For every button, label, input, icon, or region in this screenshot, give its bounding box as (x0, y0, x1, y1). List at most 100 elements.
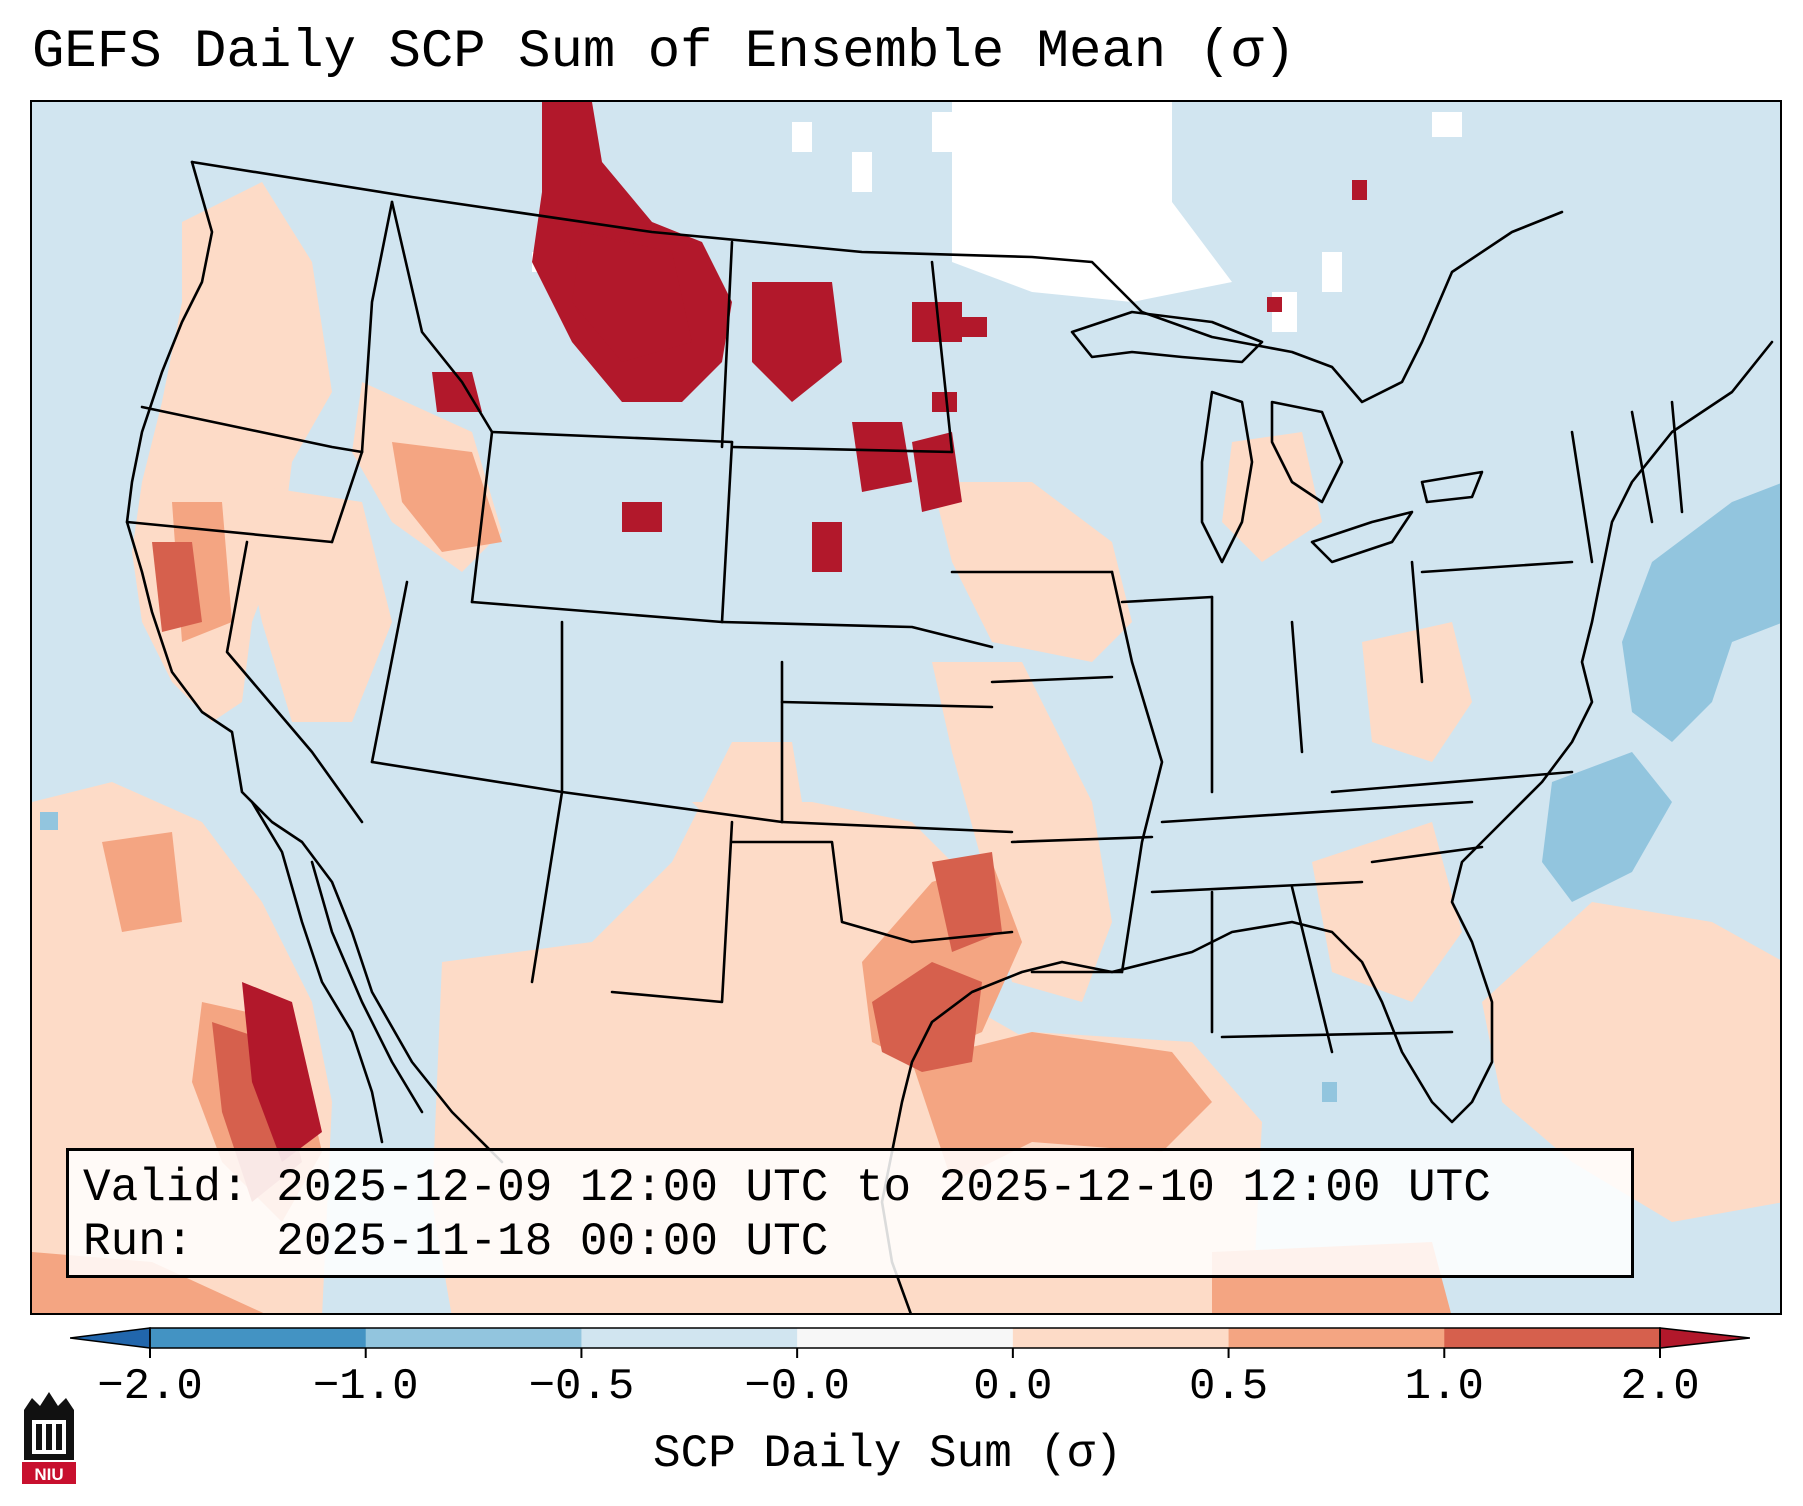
run-label: Run: (83, 1216, 194, 1268)
colorbar-outline (149, 1327, 1661, 1349)
colorbar-bin (1012, 1328, 1230, 1348)
pos-max-sd (852, 422, 912, 492)
state-line-nm-tx (610, 820, 734, 1004)
pos-max-cell (1352, 180, 1367, 200)
state-line-wy-sd (720, 440, 734, 624)
negative-mid-areas (40, 483, 1780, 1102)
map-panel (30, 100, 1782, 1315)
gulf-coastline (890, 340, 1774, 1154)
state-line-mt-wy (490, 430, 734, 444)
pos-max-cell (932, 392, 957, 412)
colorbar-bin (1228, 1328, 1445, 1348)
colorbar-under-arrow (70, 1327, 151, 1349)
state-line-oh-pa (1410, 560, 1424, 684)
colorbar-tick-label: −1.0 (312, 1362, 419, 1412)
pos-high-ok (932, 852, 1002, 952)
gulf-of-california-coast (310, 860, 424, 1114)
colorbar-tick-label: −0.0 (744, 1362, 850, 1412)
state-line-sd-ne (720, 620, 994, 649)
zero-area-cell (1032, 222, 1057, 252)
state-line-nd-mn (930, 260, 954, 454)
state-line-ne-ks (780, 700, 994, 709)
baja-coastline (250, 800, 384, 1144)
state-line-wy-co (470, 600, 724, 624)
pacific-coastline (125, 160, 504, 1164)
scp-map (32, 102, 1780, 1313)
state-line-ia-mo (990, 675, 1114, 684)
valid-run-info-box: Valid: 2025-12-09 12:00 UTC to 2025-12-1… (66, 1148, 1634, 1278)
pos-high-cal (152, 542, 202, 632)
state-line-id-mt (390, 200, 494, 434)
state-line-wa-or (140, 405, 364, 454)
colorbar-bin (581, 1328, 798, 1348)
state-line-ky-tn (1160, 800, 1474, 824)
colorbar-tick-label: 0.5 (1188, 1362, 1269, 1412)
pos-max-minn (912, 302, 962, 342)
zero-area-cell (852, 152, 872, 192)
colorbar-bin (150, 1328, 367, 1348)
state-line-va-nc (1330, 770, 1574, 794)
zero-area-cell (1432, 112, 1462, 137)
pos-max-idaho (432, 372, 482, 412)
zero-area-cell (1322, 252, 1342, 292)
state-line-new-england (1570, 400, 1684, 564)
pos-max-cell (1267, 297, 1282, 312)
state-line-mt-nd (720, 240, 734, 449)
neg-mid-cell (1322, 1082, 1337, 1102)
pos-area-atlantic (1482, 902, 1780, 1222)
state-line-or-nv-east (330, 450, 364, 544)
colorbar (70, 1327, 1750, 1358)
colorbar-bin (365, 1328, 582, 1348)
chart-title: GEFS Daily SCP Sum of Ensemble Mean (σ) (32, 22, 1296, 83)
colorbar-over-arrow (1659, 1327, 1750, 1349)
colorbar-tick-label: −2.0 (97, 1362, 203, 1412)
neg-mid-cell (40, 812, 58, 830)
zero-area-cell (932, 112, 962, 152)
lake-superior (1070, 310, 1264, 364)
state-line-ks-ok (780, 820, 1014, 834)
state-line-co-nm (560, 790, 784, 824)
state-line-ca-nv (225, 540, 364, 824)
pos-area-mississippi (932, 662, 1112, 1002)
pos-mid-idaho (392, 442, 502, 552)
logo-text: NIU (34, 1465, 63, 1484)
pos-high-texas (872, 962, 982, 1072)
valid-range: 2025-12-09 12:00 UTC to 2025-12-10 12:00… (276, 1162, 1491, 1214)
pos-area-mid-atlantic (1362, 622, 1472, 762)
state-line-ga-fl (1220, 1030, 1454, 1039)
neg-mid-atlantic-north (1622, 483, 1780, 742)
state-line-ms-river (1110, 570, 1164, 974)
state-line-id-west (360, 200, 394, 454)
state-line-nv-ut (370, 580, 409, 764)
zero-area-cell (792, 122, 812, 152)
colorbar-tick-label: 1.0 (1404, 1362, 1484, 1412)
valid-label: Valid: (83, 1162, 249, 1214)
boundaries (125, 160, 1774, 1313)
lake-michigan (1200, 390, 1254, 564)
colorbar-tick-label: 0.0 (973, 1362, 1053, 1412)
pos-max-wyoming (622, 502, 662, 532)
pos-max-dakota (752, 282, 842, 402)
state-line-in-oh (1290, 620, 1304, 754)
lake-erie (1310, 510, 1414, 564)
us-canada-border (190, 160, 1564, 404)
colorbar-bin (797, 1328, 1014, 1348)
niu-logo-icon: NIU (22, 1392, 76, 1484)
state-line-al-ga (1290, 885, 1334, 1054)
pos-max-baja (242, 982, 322, 1162)
state-line-ok-tx (730, 840, 1014, 944)
pos-mid-baja (102, 832, 182, 932)
state-line-id-wy (470, 430, 494, 604)
pos-max-alberta (572, 232, 692, 362)
state-line-pa-ny (1420, 560, 1574, 574)
positive-high-areas (152, 542, 1002, 1202)
positive-max-areas (242, 102, 1367, 1162)
state-line-mo-ar (1010, 835, 1154, 844)
state-line-nc-sc (1370, 845, 1484, 864)
run-time: 2025-11-18 00:00 UTC (276, 1216, 829, 1268)
colorbar-tick-label: −0.5 (528, 1362, 635, 1412)
zero-area-canada-central (952, 102, 1232, 302)
state-line-az-nm (530, 790, 564, 984)
state-line-wi-il (1120, 595, 1214, 604)
state-line-tn-al (1150, 880, 1364, 894)
